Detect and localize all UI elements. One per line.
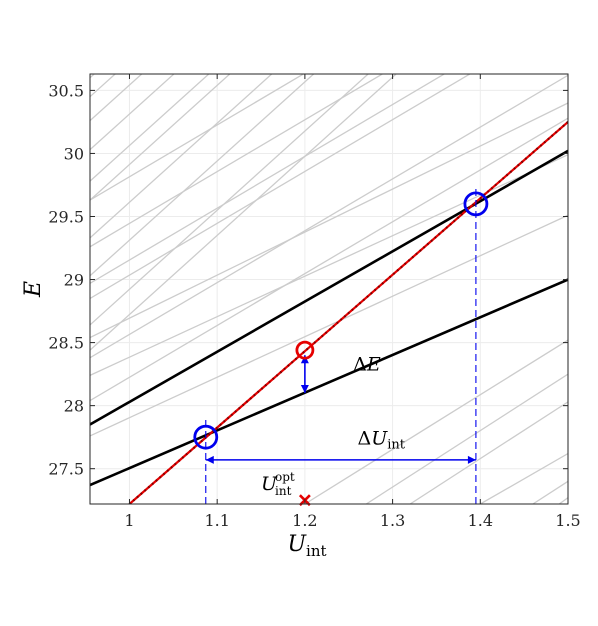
intersection-circle	[463, 191, 489, 217]
background-line	[90, 74, 231, 201]
arrow-head	[467, 455, 476, 464]
y-axis-label: E	[21, 281, 46, 298]
background-line	[90, 74, 96, 79]
background-line	[558, 497, 568, 504]
background-line	[304, 339, 568, 504]
background-line	[90, 214, 568, 437]
background-line	[90, 74, 568, 359]
u-opt-label: Uopt int	[261, 470, 295, 498]
delta-e-label: ΔE	[353, 353, 381, 375]
y-tick-label: 27.5	[48, 460, 84, 479]
background-line	[90, 74, 305, 201]
background-line	[90, 74, 273, 239]
background-line	[90, 102, 568, 339]
background-line	[90, 74, 446, 284]
y-tick-label: 29	[64, 271, 84, 290]
main-line	[90, 149, 568, 426]
y-tick-label: 30.5	[48, 81, 84, 100]
intersection-circle	[295, 340, 315, 360]
x-tick-label: 1.5	[555, 511, 580, 530]
x-tick-label: 1	[124, 511, 134, 530]
x-tick-label: 1.4	[468, 511, 493, 530]
background-line	[90, 74, 370, 326]
tick-layer: 1 1.1 1.2 1.3 1.4 1.5 27.5 28 28.5 29 29.5 30 30.5	[48, 74, 581, 530]
delta-u-label: ΔUint	[358, 428, 406, 453]
background-line	[90, 74, 210, 182]
arrow-head	[205, 455, 214, 464]
background-line	[90, 74, 398, 351]
background-line	[532, 480, 568, 504]
background-line	[90, 74, 472, 300]
y-tick-label: 28	[64, 397, 84, 416]
x-tick-label: 1.2	[292, 511, 317, 530]
y-tick-label: 28.5	[48, 334, 84, 353]
background-line	[409, 401, 568, 504]
annotation-layer	[193, 184, 489, 507]
background-line	[90, 117, 568, 402]
intersection-circle	[193, 424, 219, 450]
background-line	[365, 373, 568, 504]
x-tick-label: 1.3	[380, 511, 405, 530]
x-tick-label: 1.1	[204, 511, 229, 530]
y-tick-label: 29.5	[48, 207, 84, 226]
background-line	[479, 452, 568, 504]
plot-area	[90, 74, 568, 504]
x-axis-label: Uint	[287, 532, 326, 560]
main-line	[90, 278, 568, 487]
background-line	[90, 74, 384, 248]
plot-frame	[89, 73, 569, 505]
background-line	[90, 74, 175, 151]
arrow-head	[300, 385, 309, 394]
fit-line-dots	[128, 121, 568, 504]
y-tick-label: 30	[64, 144, 84, 163]
background-line	[90, 74, 315, 277]
